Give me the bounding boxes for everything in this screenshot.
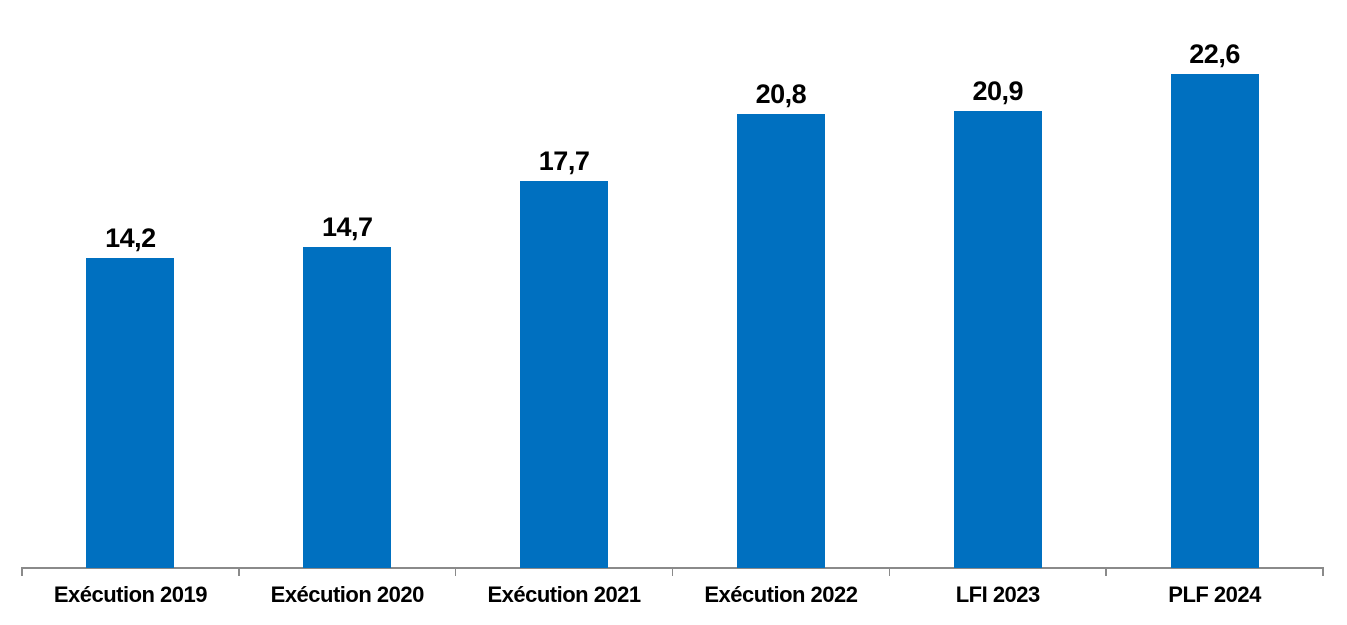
category-label-lfi-2023: LFI 2023 [955, 582, 1041, 607]
category-column-lfi-2023: 20,9 LFI 2023 [889, 0, 1106, 625]
x-axis-tick [671, 567, 674, 576]
bar-lfi-2023 [953, 111, 1042, 568]
x-axis-tick [454, 567, 457, 576]
category-label-plf-2024: PLF 2024 [1168, 582, 1261, 607]
x-axis-tick [1105, 567, 1107, 576]
category-label-execution-2022: Exécution 2022 [704, 582, 858, 607]
category-label-execution-2020: Exécution 2020 [270, 582, 425, 607]
category-label-execution-2019: Exécution 2019 [53, 582, 208, 607]
bar-chart: 14,2 Exécution 2019 14,7 Exécution 2020 17,7… [21, 0, 1324, 625]
category-column-execution-2022: 20,8 Exécution 2022 [673, 0, 890, 625]
category-label-execution-2021: Exécution 2021 [487, 582, 641, 607]
category-column-execution-2021: 17,7 Exécution 2021 [456, 0, 673, 625]
category-column-execution-2020: 14,7 Exécution 2020 [239, 0, 456, 625]
x-axis-tick [1322, 567, 1324, 576]
x-axis-tick [888, 567, 891, 576]
bar-execution-2020 [303, 246, 392, 568]
x-axis-tick [238, 567, 240, 576]
bar-execution-2019 [86, 257, 175, 568]
bar-plf-2024 [1170, 74, 1259, 568]
value-label-execution-2021: 17,7 [538, 146, 590, 177]
value-label-plf-2024: 22,6 [1189, 39, 1240, 70]
bar-execution-2022 [736, 113, 825, 568]
category-column-execution-2019: 14,2 Exécution 2019 [22, 0, 239, 625]
value-label-execution-2019: 14,2 [105, 222, 156, 253]
category-column-plf-2024: 22,6 PLF 2024 [1106, 0, 1323, 625]
value-label-execution-2022: 20,8 [755, 78, 807, 109]
x-axis-tick [21, 567, 23, 576]
bar-execution-2021 [520, 181, 609, 568]
value-label-execution-2020: 14,7 [321, 211, 373, 242]
value-label-lfi-2023: 20,9 [972, 76, 1024, 107]
